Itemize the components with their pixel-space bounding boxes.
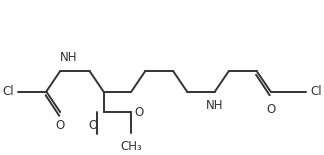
Text: NH: NH [60,51,78,64]
Text: O: O [88,119,97,132]
Text: Cl: Cl [2,85,14,98]
Text: NH: NH [206,99,224,112]
Text: O: O [266,103,275,116]
Text: Cl: Cl [311,85,322,98]
Text: CH₃: CH₃ [121,140,142,153]
Text: O: O [134,106,144,119]
Text: O: O [55,119,65,132]
